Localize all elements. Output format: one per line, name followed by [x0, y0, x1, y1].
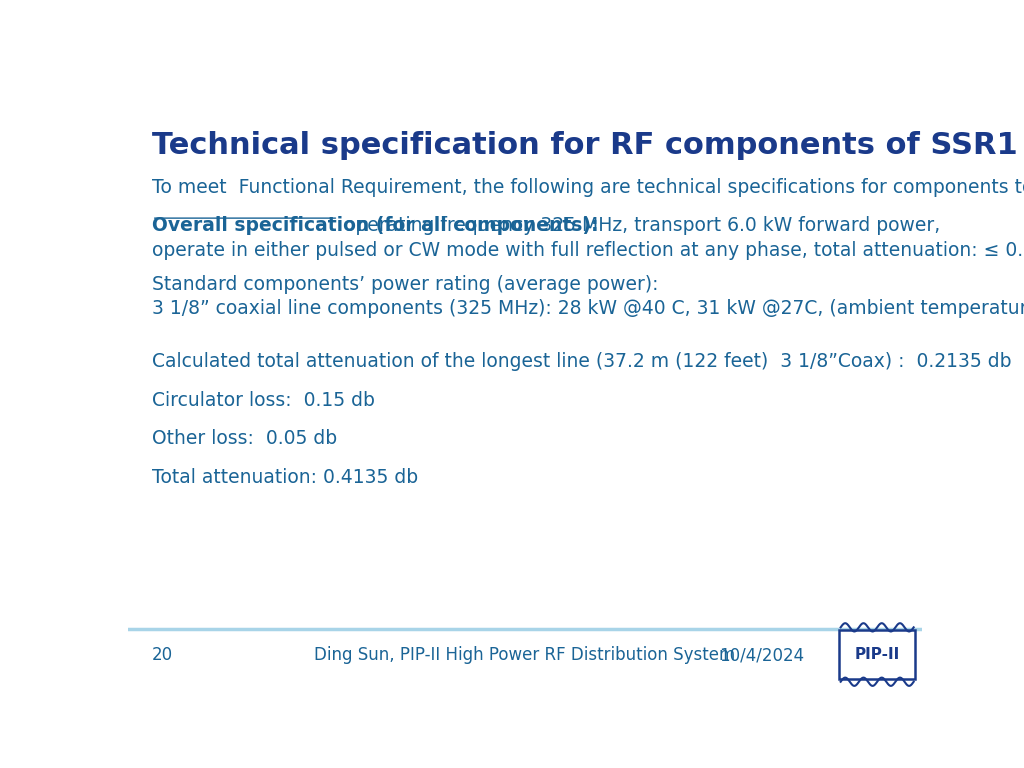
Text: 20: 20: [152, 646, 173, 664]
Text: 10/4/2024: 10/4/2024: [719, 646, 805, 664]
Text: Total attenuation: 0.4135 db: Total attenuation: 0.4135 db: [152, 468, 418, 487]
Text: PIP-II: PIP-II: [855, 647, 900, 662]
Text: Ding Sun, PIP-II High Power RF Distribution System: Ding Sun, PIP-II High Power RF Distribut…: [314, 646, 735, 664]
Text: Other loss:  0.05 db: Other loss: 0.05 db: [152, 429, 337, 449]
Text: Overall specification (for all components):: Overall specification (for all component…: [152, 217, 598, 235]
Text: Standard components’ power rating (average power):: Standard components’ power rating (avera…: [152, 276, 658, 294]
Text: Circulator loss:  0.15 db: Circulator loss: 0.15 db: [152, 391, 375, 410]
Text: Technical specification for RF components of SSR1 distribution line: Technical specification for RF component…: [152, 131, 1024, 160]
Text: 3 1/8” coaxial line components (325 MHz): 28 kW @40 C, 31 kW @27C, (ambient temp: 3 1/8” coaxial line components (325 MHz)…: [152, 299, 1024, 318]
Text: operating frequency 325 MHz, transport 6.0 kW forward power,: operating frequency 325 MHz, transport 6…: [338, 217, 941, 235]
FancyBboxPatch shape: [839, 631, 915, 679]
Text: Calculated total attenuation of the longest line (37.2 m (122 feet)  3 1/8”Coax): Calculated total attenuation of the long…: [152, 353, 1012, 372]
Text: To meet  Functional Requirement, the following are technical specifications for : To meet Functional Requirement, the foll…: [152, 178, 1024, 197]
Text: operate in either pulsed or CW mode with full reflection at any phase, total att: operate in either pulsed or CW mode with…: [152, 241, 1024, 260]
